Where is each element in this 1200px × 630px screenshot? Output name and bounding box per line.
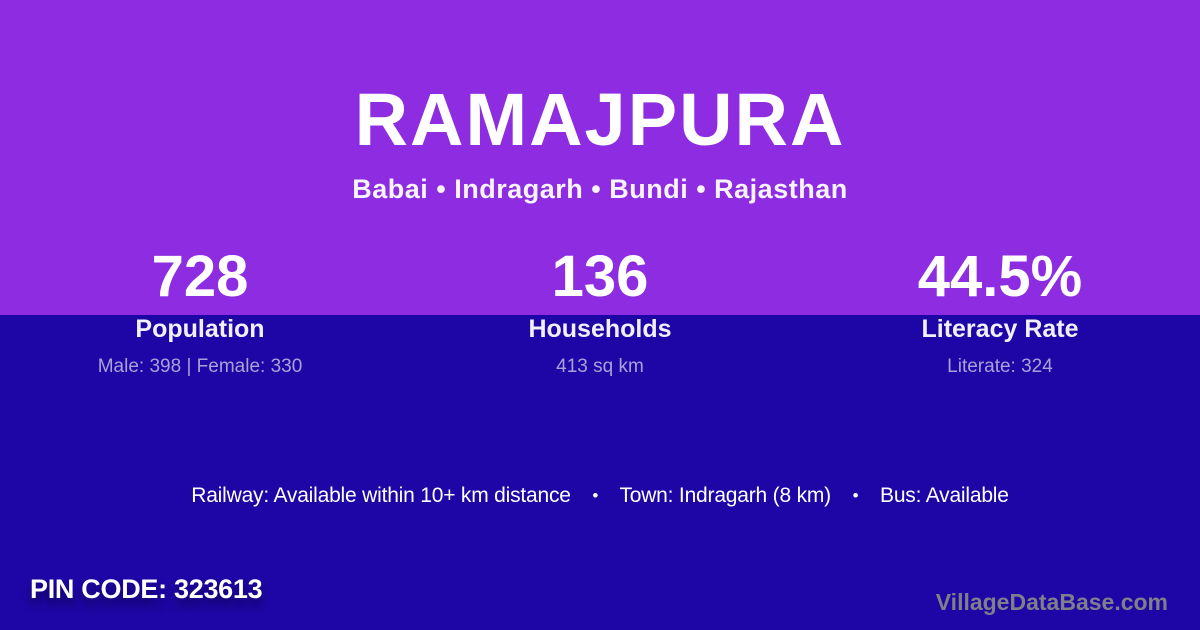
stat-households: 136 Households 413 sq km — [400, 248, 800, 378]
population-value: 728 — [151, 244, 249, 309]
amenities-line: Railway: Available within 10+ km distanc… — [0, 484, 1200, 508]
pin-code-text: PIN CODE: 323613 — [30, 574, 263, 604]
literacy-rate-detail: Literate: 324 — [947, 356, 1053, 377]
households-detail: 413 sq km — [556, 356, 644, 377]
header: RAMAJPURA Babai • Indragarh • Bundi • Ra… — [0, 82, 1200, 205]
literacy-rate-label: Literacy Rate — [921, 315, 1079, 343]
households-label: Households — [528, 315, 672, 343]
nearest-town-text: Town: Indragarh (8 km) — [619, 484, 831, 507]
bullet-separator-icon: • — [592, 486, 599, 505]
stat-literacy-rate: 44.5% Literacy Rate Literate: 324 — [800, 248, 1200, 378]
bullet-separator-icon: • — [852, 486, 859, 505]
bus-availability-text: Bus: Available — [880, 484, 1009, 507]
population-label: Population — [135, 315, 265, 343]
households-value: 136 — [551, 244, 649, 309]
location-breadcrumb: Babai • Indragarh • Bundi • Rajasthan — [352, 174, 848, 204]
village-name-title: RAMAJPURA — [354, 78, 846, 161]
top-background-panel — [0, 0, 1200, 315]
stats-row: 728 Population Male: 398 | Female: 330 1… — [0, 248, 1200, 378]
stat-population: 728 Population Male: 398 | Female: 330 — [0, 248, 400, 378]
site-watermark: VillageDataBase.com — [935, 589, 1168, 615]
railway-availability-text: Railway: Available within 10+ km distanc… — [191, 484, 571, 507]
bottom-background-panel — [0, 315, 1200, 630]
population-detail: Male: 398 | Female: 330 — [97, 356, 303, 377]
literacy-rate-value: 44.5% — [917, 244, 1083, 309]
